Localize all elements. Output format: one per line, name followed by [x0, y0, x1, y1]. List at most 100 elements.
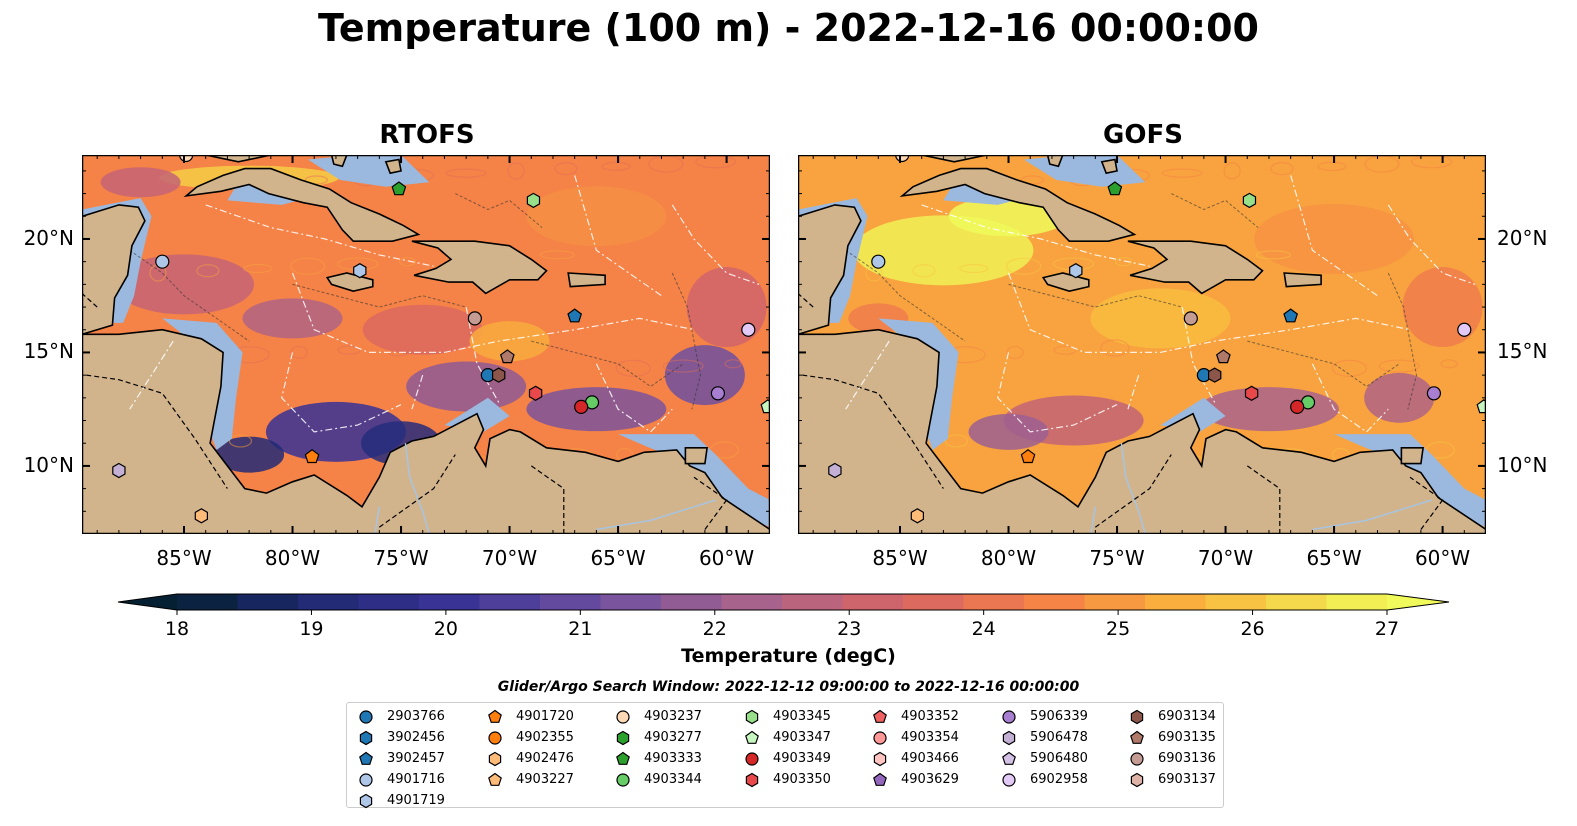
float-marker-5906478[interactable] — [828, 462, 842, 479]
hexagon-marker-icon — [873, 751, 887, 767]
float-marker-4901720[interactable] — [304, 449, 320, 464]
lon-tick-label: 70°W — [481, 546, 538, 570]
float-marker-6903135[interactable] — [499, 349, 515, 364]
colorbar-tick-label: 24 — [971, 618, 996, 640]
float-marker-6903134[interactable] — [492, 367, 506, 383]
lon-tick-label: 75°W — [1089, 546, 1145, 570]
legend-item-label: 4903227 — [516, 772, 574, 787]
panel-title-rtofs: RTOFS — [379, 120, 475, 150]
lon-tick-label: 85°W — [156, 546, 212, 570]
legend-item-label: 6903136 — [1158, 751, 1216, 766]
pentagon-marker-icon — [745, 730, 759, 744]
float-marker-6903134[interactable] — [1208, 367, 1222, 383]
lon-tick-label: 60°W — [1414, 546, 1471, 570]
float-marker-4903237[interactable] — [179, 155, 194, 163]
float-marker-6902958[interactable] — [741, 322, 756, 337]
circle-marker-icon — [873, 731, 887, 745]
legend-item-label: 6903134 — [1158, 709, 1216, 724]
pentagon-marker-icon — [1130, 730, 1144, 744]
float-marker-6903136[interactable] — [1183, 311, 1198, 326]
float-marker-3902457[interactable] — [1283, 308, 1299, 323]
float-marker-4903347[interactable] — [1476, 399, 1486, 414]
circle-marker-icon — [359, 710, 373, 724]
float-marker-4901719[interactable] — [353, 263, 367, 279]
lon-tick-label: 75°W — [373, 546, 429, 570]
circle-marker-icon — [745, 752, 759, 766]
float-marker-4901720[interactable] — [1020, 449, 1036, 464]
legend-item-label: 3902457 — [387, 751, 445, 766]
map-panel-rtofs[interactable] — [81, 154, 771, 535]
float-marker-4901716[interactable] — [871, 254, 886, 269]
legend-item-label: 4902355 — [516, 730, 574, 745]
legend-item-label: 5906480 — [1030, 751, 1088, 766]
legend-item-label: 6903135 — [1158, 730, 1216, 745]
float-marker-4901719[interactable] — [1069, 263, 1083, 279]
legend-title: Glider/Argo Search Window: 2022-12-12 09… — [497, 679, 1080, 695]
circle-marker-icon — [616, 773, 630, 787]
float-marker-4903345[interactable] — [526, 192, 541, 209]
legend-item-label: 4903237 — [644, 709, 702, 724]
float-marker-4903349[interactable] — [574, 399, 589, 415]
legend-item-label: 5906478 — [1030, 730, 1088, 745]
float-marker-6902958[interactable] — [1457, 322, 1472, 337]
float-marker-5906339[interactable] — [710, 386, 726, 401]
legend-item-label: 4903466 — [901, 751, 959, 766]
lat-tick-label-right: 15°N — [1497, 339, 1548, 364]
colorbar-tick-label: 27 — [1374, 618, 1400, 640]
float-marker-4901716[interactable] — [155, 254, 170, 269]
hexagon-marker-icon — [359, 793, 373, 809]
float-marker-4903345[interactable] — [1242, 192, 1257, 209]
circle-marker-icon — [1002, 710, 1016, 724]
lat-tick-label-left: 20°N — [23, 225, 74, 250]
legend-item-label: 4903352 — [901, 709, 959, 724]
legend-item-label: 4901716 — [387, 772, 445, 787]
lon-tick-label: 85°W — [872, 546, 928, 570]
lat-tick-label-left: 10°N — [23, 452, 74, 477]
lon-tick-label: 65°W — [1306, 546, 1362, 570]
float-marker-4903333[interactable] — [1107, 181, 1123, 196]
legend-item-label: 4903333 — [644, 751, 702, 766]
panel-title-gofs: GOFS — [1103, 120, 1183, 150]
colorbar-tick-label: 25 — [1106, 618, 1131, 640]
colorbar-tick-label: 26 — [1240, 618, 1265, 640]
legend-item-label: 3902456 — [387, 730, 445, 745]
legend-item-label: 4901719 — [387, 793, 445, 808]
float-marker-4903350[interactable] — [1244, 385, 1259, 401]
legend-item-label: 6902958 — [1030, 772, 1088, 787]
hexagon-marker-icon — [488, 751, 502, 767]
colorbar-tick-label: 23 — [837, 618, 862, 640]
float-marker-5906478[interactable] — [112, 462, 126, 479]
hexagon-marker-icon — [745, 709, 759, 725]
lon-tick-label: 80°W — [980, 546, 1037, 570]
float-marker-3902457[interactable] — [567, 308, 583, 323]
legend-item-label: 5906339 — [1030, 709, 1088, 724]
legend-item-label: 4903629 — [901, 772, 959, 787]
legend-item-label: 6903137 — [1158, 772, 1216, 787]
legend-item-label: 4901720 — [516, 709, 574, 724]
legend-item-label: 4903347 — [773, 730, 831, 745]
float-marker-6903136[interactable] — [467, 311, 482, 326]
map-gofs — [797, 154, 1487, 535]
hexagon-marker-icon — [359, 730, 373, 746]
float-marker-4903237[interactable] — [895, 155, 910, 163]
float-marker-4903349[interactable] — [1290, 399, 1305, 415]
lon-tick-label: 80°W — [264, 546, 321, 570]
figure-title: Temperature (100 m) - 2022-12-16 00:00:0… — [317, 6, 1259, 50]
pentagon-marker-icon — [873, 772, 887, 786]
map-rtofs — [81, 154, 771, 535]
float-marker-6903135[interactable] — [1215, 349, 1231, 364]
float-marker-4902476[interactable] — [910, 508, 925, 524]
colorbar-label: Temperature (degC) — [681, 645, 896, 667]
float-marker-4903347[interactable] — [760, 399, 770, 414]
lat-tick-label-left: 15°N — [23, 339, 74, 364]
legend-item-label: 4903345 — [773, 709, 831, 724]
float-marker-5906339[interactable] — [1426, 386, 1442, 401]
float-marker-4902476[interactable] — [194, 508, 209, 524]
colorbar-tick-label: 19 — [299, 618, 324, 640]
lon-tick-label: 65°W — [590, 546, 646, 570]
map-panel-gofs[interactable] — [797, 154, 1487, 535]
legend-item-label: 2903766 — [387, 709, 445, 724]
hexagon-marker-icon — [745, 772, 759, 788]
float-marker-4903350[interactable] — [528, 385, 543, 401]
float-marker-4903333[interactable] — [391, 181, 407, 196]
